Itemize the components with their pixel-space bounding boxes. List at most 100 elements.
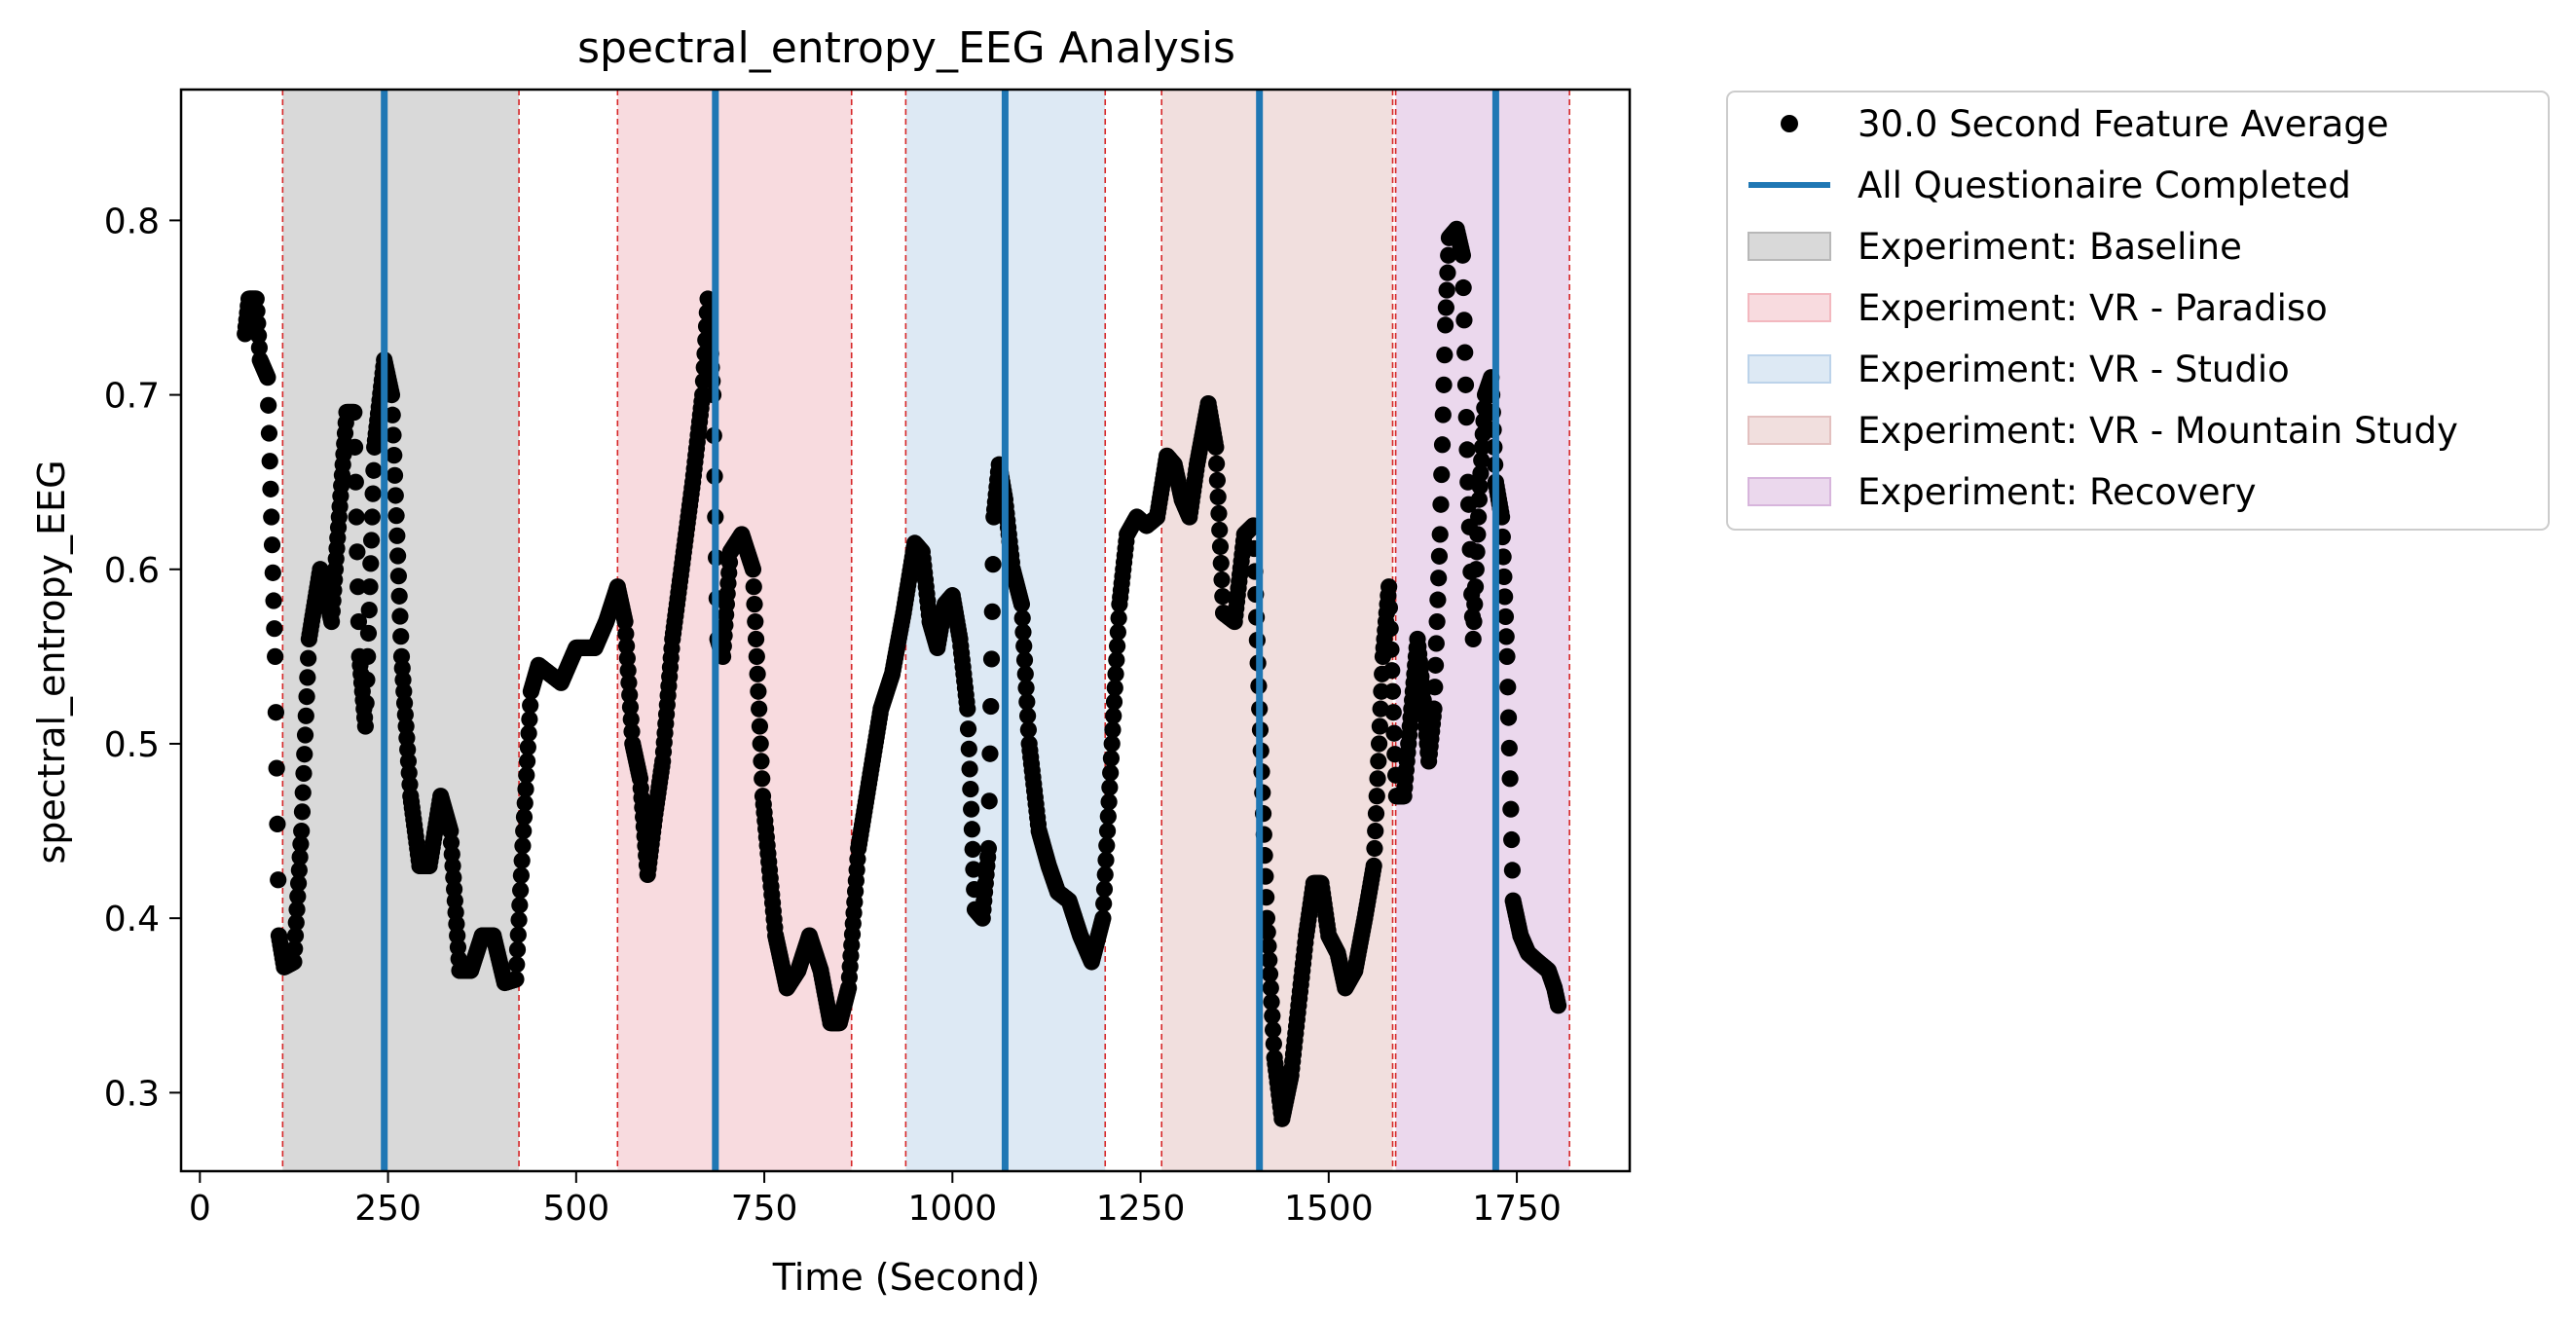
data-point-17	[249, 314, 267, 332]
data-point-514	[623, 722, 641, 741]
data-point-30	[259, 369, 276, 386]
legend-marker-point	[1781, 115, 1798, 132]
data-point-1297	[1212, 554, 1230, 572]
y-tick-label-0: 0.3	[104, 1074, 160, 1114]
y-tick-label-3: 0.6	[104, 551, 160, 591]
data-point-1586	[1430, 570, 1448, 587]
data-point-67	[286, 927, 305, 944]
data-point-1527	[1385, 724, 1403, 742]
data-point-77	[294, 784, 312, 801]
data-point-18	[250, 327, 268, 345]
data-point-1033	[1013, 609, 1031, 627]
data-point-147	[347, 473, 364, 491]
x-tick-label-0: 0	[189, 1189, 211, 1229]
data-point-677	[746, 596, 763, 613]
data-point-16	[248, 302, 266, 320]
data-point-1148	[1100, 793, 1118, 811]
data-point-1588	[1431, 526, 1449, 543]
data-point-1633	[1465, 612, 1483, 631]
data-point-1674	[1496, 588, 1514, 606]
data-point-1682	[1502, 800, 1520, 818]
data-point-163	[359, 647, 377, 665]
data-point-150	[350, 578, 367, 596]
data-point-1590	[1433, 465, 1451, 484]
data-point-1522	[1381, 620, 1399, 638]
data-point-1592	[1434, 406, 1452, 423]
data-point-1594	[1436, 347, 1454, 364]
data-point-1299	[1214, 587, 1232, 606]
data-point-1161	[1110, 609, 1127, 627]
data-point-379	[522, 696, 539, 715]
data-point-1504	[1368, 788, 1385, 805]
data-point-360	[507, 971, 525, 988]
data-point-679	[747, 630, 765, 648]
data-point-1146	[1098, 822, 1117, 840]
data-point-1520	[1380, 578, 1398, 596]
data-point-1367	[1265, 1035, 1282, 1052]
data-point-1502	[1367, 822, 1384, 840]
data-point-1037	[1016, 665, 1034, 682]
data-point-1036	[1015, 651, 1034, 669]
y-tick-label-1: 0.4	[104, 900, 160, 939]
data-point-1622	[1456, 376, 1475, 393]
legend-marker-patch-3	[1748, 293, 1831, 322]
chart-title: spectral_entropy_EEG Analysis	[577, 23, 1235, 73]
data-point-366	[512, 881, 530, 900]
data-point-1636	[1467, 561, 1485, 578]
data-point-1598	[1439, 264, 1456, 281]
legend-label-0: 30.0 Second Feature Average	[1858, 103, 2389, 145]
data-point-1599	[1440, 246, 1457, 264]
x-axis-ticks: 0 250 500 750 1000 1250 1500 1750	[189, 1171, 1562, 1229]
data-point-1673	[1495, 568, 1513, 586]
data-point-1501	[1366, 839, 1383, 858]
data-point-508	[618, 649, 636, 667]
data-point-513	[622, 711, 640, 728]
data-point-963	[961, 760, 978, 778]
data-point-166	[361, 578, 379, 596]
data-point-364	[510, 911, 528, 929]
data-point-1644	[1473, 438, 1491, 456]
data-point-676	[745, 578, 762, 596]
data-point-1525	[1383, 682, 1402, 700]
data-point-65	[285, 953, 303, 971]
region-1	[617, 90, 852, 1171]
data-point-1681	[1501, 770, 1519, 788]
data-point-160	[356, 718, 374, 735]
data-point-990	[981, 745, 999, 762]
data-point-1637	[1468, 543, 1486, 561]
data-point-378	[521, 711, 538, 728]
data-point-1296	[1211, 537, 1230, 556]
data-point-1678	[1499, 679, 1517, 696]
data-point-1150	[1102, 764, 1120, 782]
data-point-511	[621, 686, 639, 704]
data-point-1677	[1498, 647, 1516, 665]
data-point-35	[263, 508, 280, 526]
data-point-1144	[1097, 851, 1115, 869]
data-point-164	[359, 624, 378, 643]
data-point-31	[260, 396, 277, 414]
legend-marker-patch-6	[1748, 477, 1831, 506]
data-point-15	[247, 290, 265, 308]
legend-marker-patch-5	[1748, 416, 1831, 445]
data-point-83	[299, 669, 316, 686]
data-point-368	[513, 852, 531, 869]
data-point-675	[744, 561, 762, 578]
data-point-42	[268, 759, 285, 777]
data-point-38	[265, 592, 282, 609]
data-point-1634	[1466, 596, 1484, 613]
data-point-966	[963, 821, 981, 838]
data-point-1642	[1472, 464, 1490, 482]
data-point-1587	[1430, 547, 1449, 565]
data-point-1292	[1208, 471, 1227, 489]
x-tick-label-6: 1500	[1284, 1189, 1374, 1229]
data-point-199	[386, 466, 404, 484]
data-point-1582	[1426, 656, 1445, 674]
data-point-1635	[1466, 578, 1485, 596]
data-point-1140	[1094, 909, 1112, 927]
data-point-1684	[1503, 862, 1522, 879]
data-point-1526	[1384, 704, 1402, 721]
data-point-1040	[1019, 707, 1037, 724]
data-point-148	[348, 508, 365, 526]
data-point-1291	[1208, 455, 1226, 472]
